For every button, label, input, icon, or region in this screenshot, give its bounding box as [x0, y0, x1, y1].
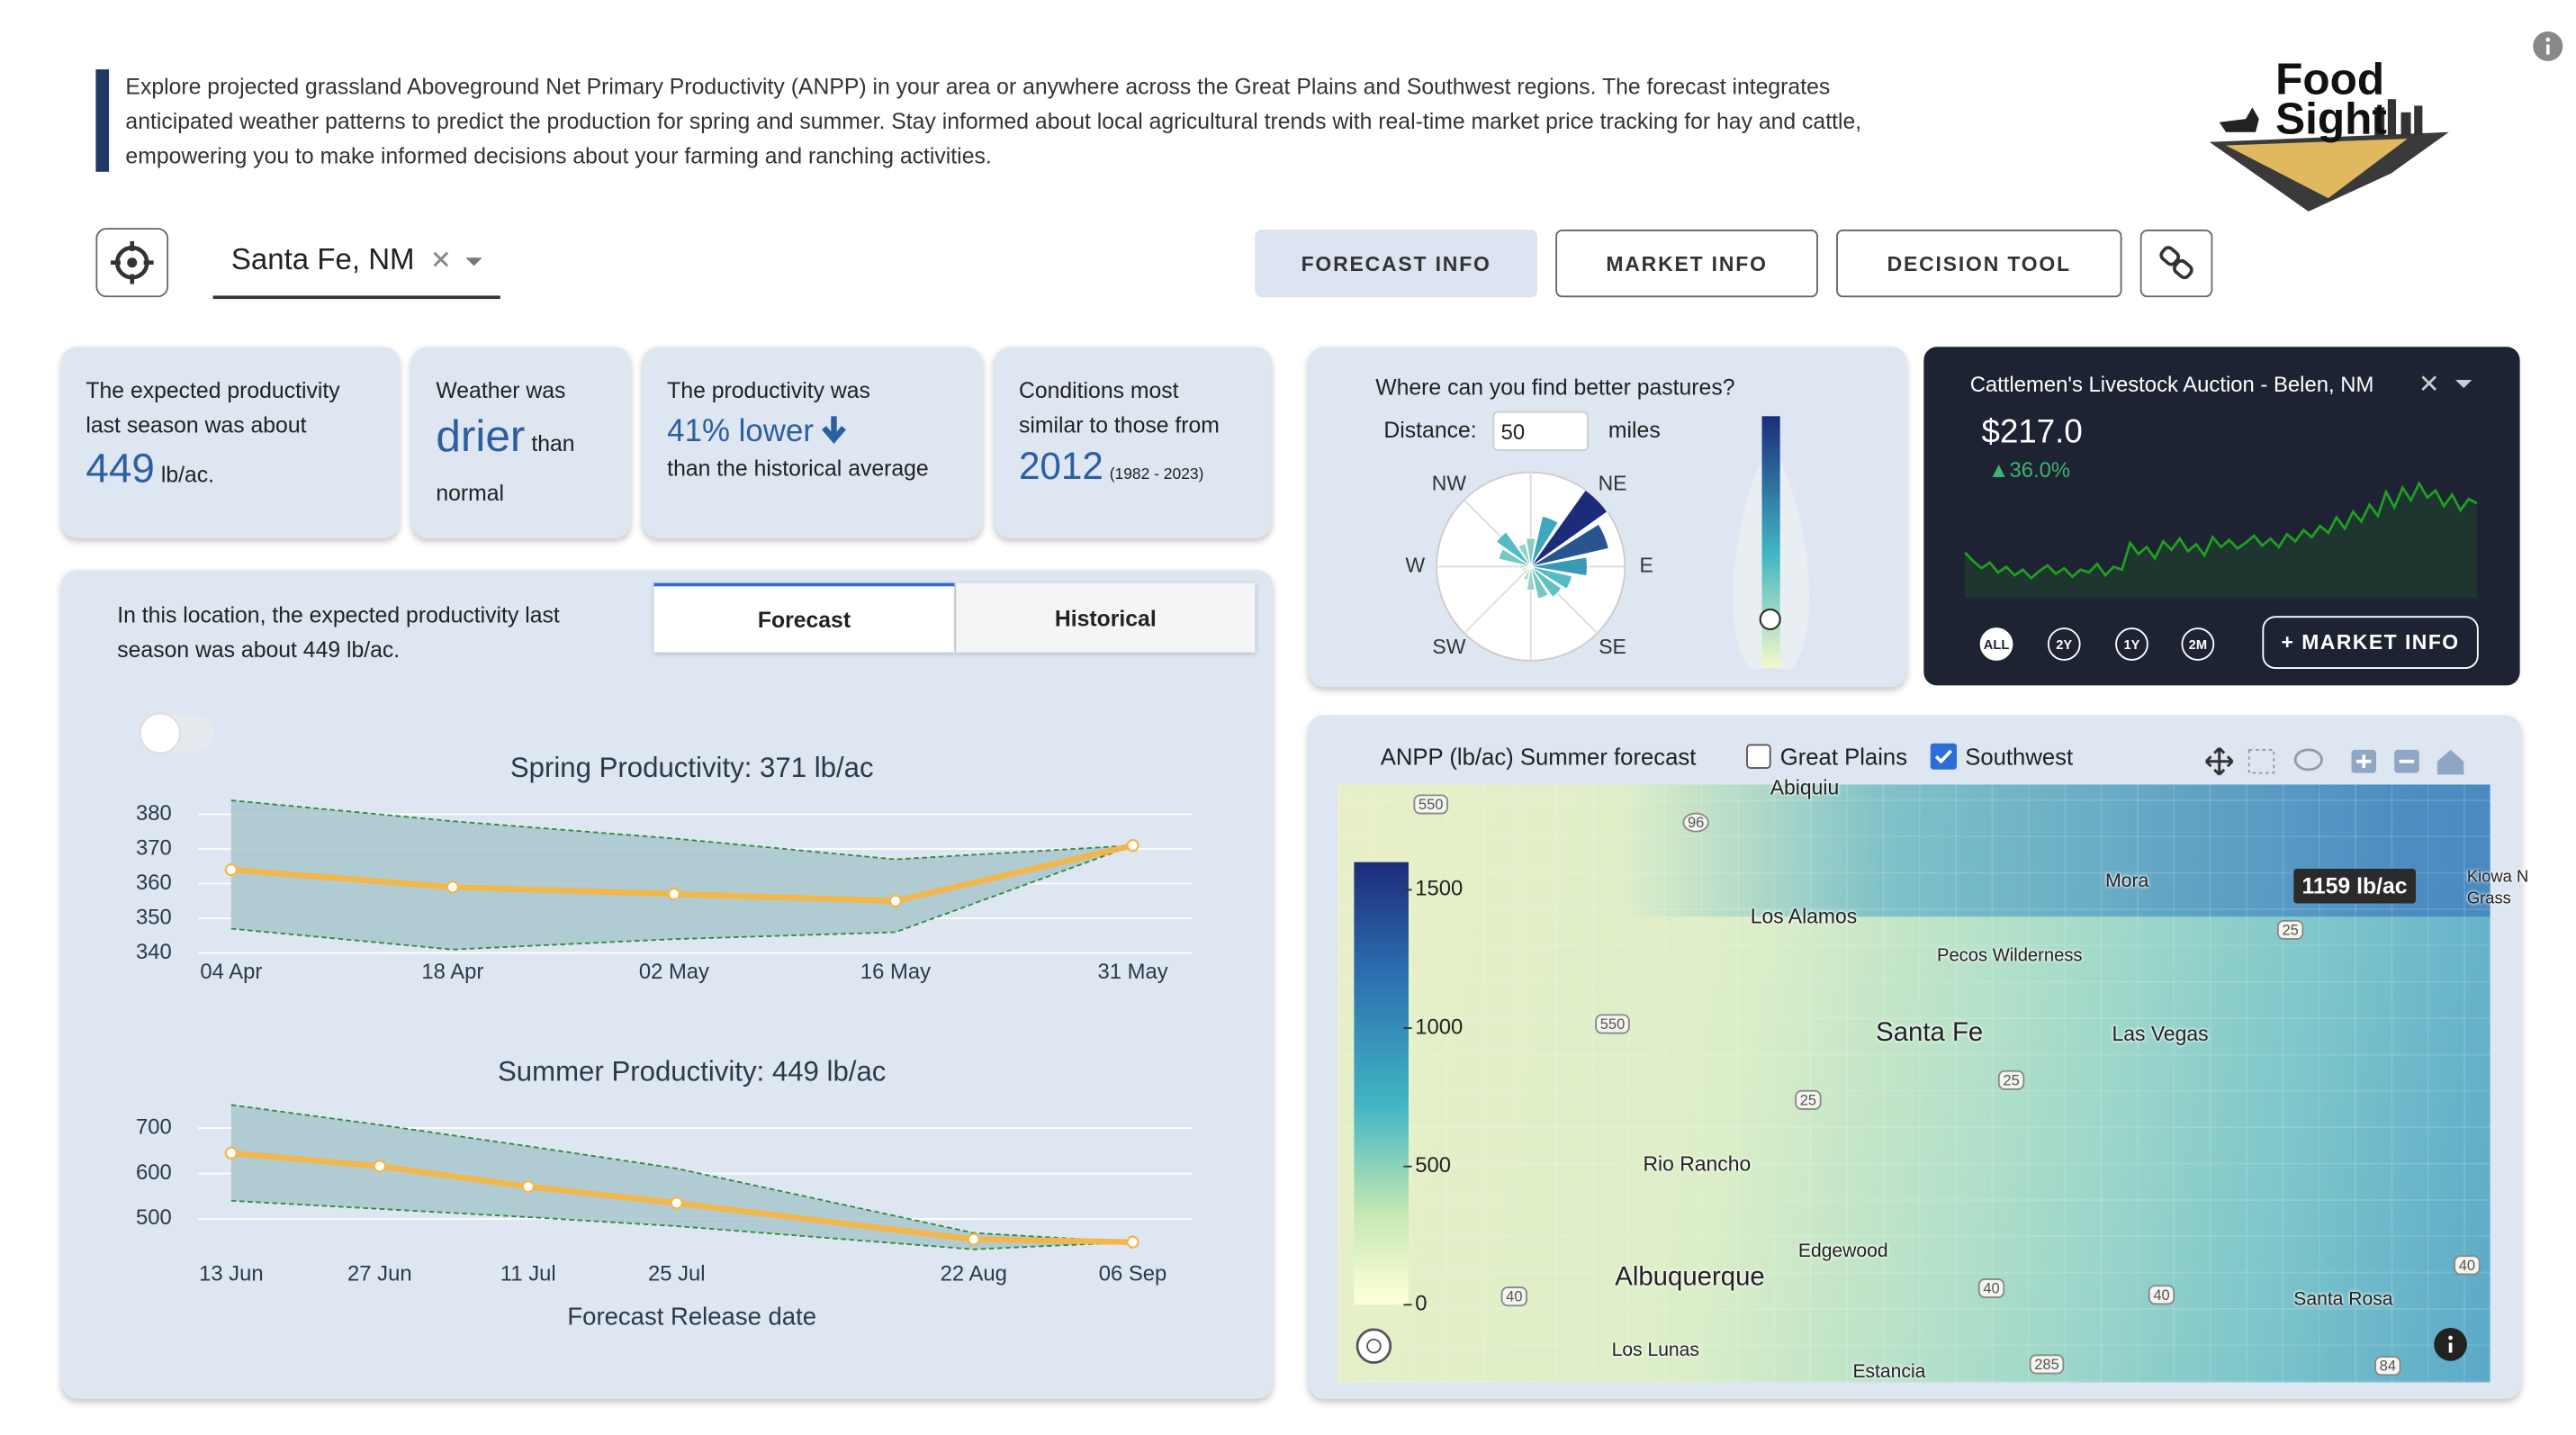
logo-graphic [2209, 99, 2449, 212]
layer-label[interactable]: Great Plains [1779, 743, 1908, 770]
card: Weather was drier than normal [410, 347, 631, 539]
place-label: Estancia [1852, 1362, 1926, 1383]
road-shield: 40 [2454, 1255, 2481, 1276]
card-unit: (1982 - 2023) [1109, 465, 1204, 484]
place-label: Edgewood [1797, 1241, 1888, 1262]
road-shield: 285 [2029, 1354, 2065, 1375]
range-button[interactable]: 2M [2181, 627, 2215, 661]
distance-label: Distance: [1383, 418, 1477, 443]
card-unit: than normal [436, 430, 575, 506]
location-icons[interactable] [426, 245, 491, 278]
forecast-tab[interactable]: Forecast [653, 582, 955, 653]
place-label: Los Lunas [1611, 1340, 1699, 1361]
range-button[interactable]: 1Y [2115, 627, 2148, 661]
road-shield: 550 [1595, 1014, 1630, 1034]
card-unit: than the historical average [667, 456, 929, 481]
market-change: ▲36.0% [1987, 457, 2071, 483]
card-value: 41% lower [667, 414, 814, 450]
checkbox-checked[interactable] [1930, 743, 1958, 770]
place-label: Rio Rancho [1643, 1152, 1752, 1177]
road-shield: 40 [1500, 1286, 1528, 1307]
market-info-link[interactable]: + MARKET INFO [2262, 616, 2479, 670]
input-underline [212, 295, 500, 299]
decision-tool-button[interactable]: DECISION TOOL [1836, 230, 2122, 298]
pasture-gauge [1733, 416, 1809, 670]
distance-unit: miles [1608, 418, 1661, 443]
card-text: Conditions most similar to those from [1018, 378, 1220, 438]
place-label: Mora [2105, 871, 2149, 892]
layer-label[interactable]: Southwest [1965, 743, 2074, 770]
forecast-info-button[interactable]: FORECAST INFO [1255, 230, 1538, 298]
place-label: Grass [2466, 889, 2511, 909]
card-text: The expected productivity last season wa… [86, 378, 340, 438]
market-title[interactable]: Cattlemen's Livestock Auction - Belen, N… [1969, 371, 2374, 397]
checkbox[interactable] [1745, 744, 1771, 770]
pastures-title: Where can you find better pastures? [1375, 375, 1735, 400]
colorbar [1354, 862, 1409, 1305]
road-shield: 40 [2148, 1285, 2175, 1305]
road-shield: 40 [1977, 1277, 2005, 1299]
intro-bar [95, 69, 110, 172]
card: The expected productivity last season wa… [60, 347, 400, 539]
place-label: Abiquiu [1770, 776, 1840, 799]
road-shield: 84 [2374, 1356, 2401, 1376]
card-value: 449 [86, 446, 155, 492]
place-label: Albuquerque [1615, 1263, 1765, 1292]
distance-input[interactable]: 50 [1492, 411, 1589, 451]
map-toolbar[interactable] [2202, 745, 2470, 778]
place-label: Santa Rosa [2293, 1289, 2393, 1310]
map-compass[interactable] [1354, 1326, 1393, 1366]
card: Conditions most similar to those from 20… [994, 347, 1272, 539]
road-shield: 96 [1682, 812, 1709, 833]
place-label: Las Vegas [2112, 1022, 2209, 1046]
place-label: Kiowa N [2466, 869, 2529, 888]
card: The productivity was 41% lower than the … [642, 347, 983, 539]
card-value: 2012 [1018, 444, 1103, 488]
productivity-text: In this location, the expected productiv… [117, 602, 560, 663]
intro-text: Explore projected grassland Aboveground … [125, 74, 1862, 169]
historical-tab[interactable]: Historical [956, 582, 1256, 653]
road-shield: 550 [1413, 794, 1449, 815]
road-shield: 25 [1795, 1089, 1822, 1110]
down-arrow [822, 416, 847, 444]
map-info[interactable] [2432, 1326, 2468, 1362]
location-input[interactable]: Santa Fe, NM [230, 242, 415, 276]
card-unit: lb/ac. [160, 462, 215, 488]
info-icon[interactable] [2531, 30, 2564, 63]
productivity-panel [60, 569, 1274, 1399]
market-info-button[interactable]: MARKET INFO [1555, 230, 1818, 298]
map-title: ANPP (lb/ac) Summer forecast [1380, 743, 1697, 770]
logo: Food Sight [2275, 54, 2387, 144]
place-label: Los Alamos [1750, 905, 1858, 929]
link-button[interactable] [2139, 230, 2213, 298]
logo-line: Sight [2275, 94, 2387, 144]
map-tooltip: 1159 lb/ac [2293, 869, 2416, 904]
toggle[interactable] [135, 708, 221, 758]
card-text: Weather was [436, 378, 566, 403]
locate-button[interactable] [95, 228, 169, 298]
place-label: Santa Fe [1876, 1018, 1984, 1048]
range-button[interactable]: 2Y [2047, 627, 2081, 661]
road-shield: 25 [1997, 1069, 2025, 1090]
range-button[interactable]: ALL [1979, 627, 2013, 661]
place-label: Pecos Wilderness [1937, 946, 2083, 967]
road-shield: 25 [2276, 919, 2304, 940]
market-select-icons[interactable] [2416, 372, 2481, 398]
card-text: The productivity was [667, 378, 870, 403]
market-price: $217.0 [1981, 414, 2083, 451]
card-value: drier [436, 411, 526, 461]
logo-line: Food [2275, 54, 2385, 104]
